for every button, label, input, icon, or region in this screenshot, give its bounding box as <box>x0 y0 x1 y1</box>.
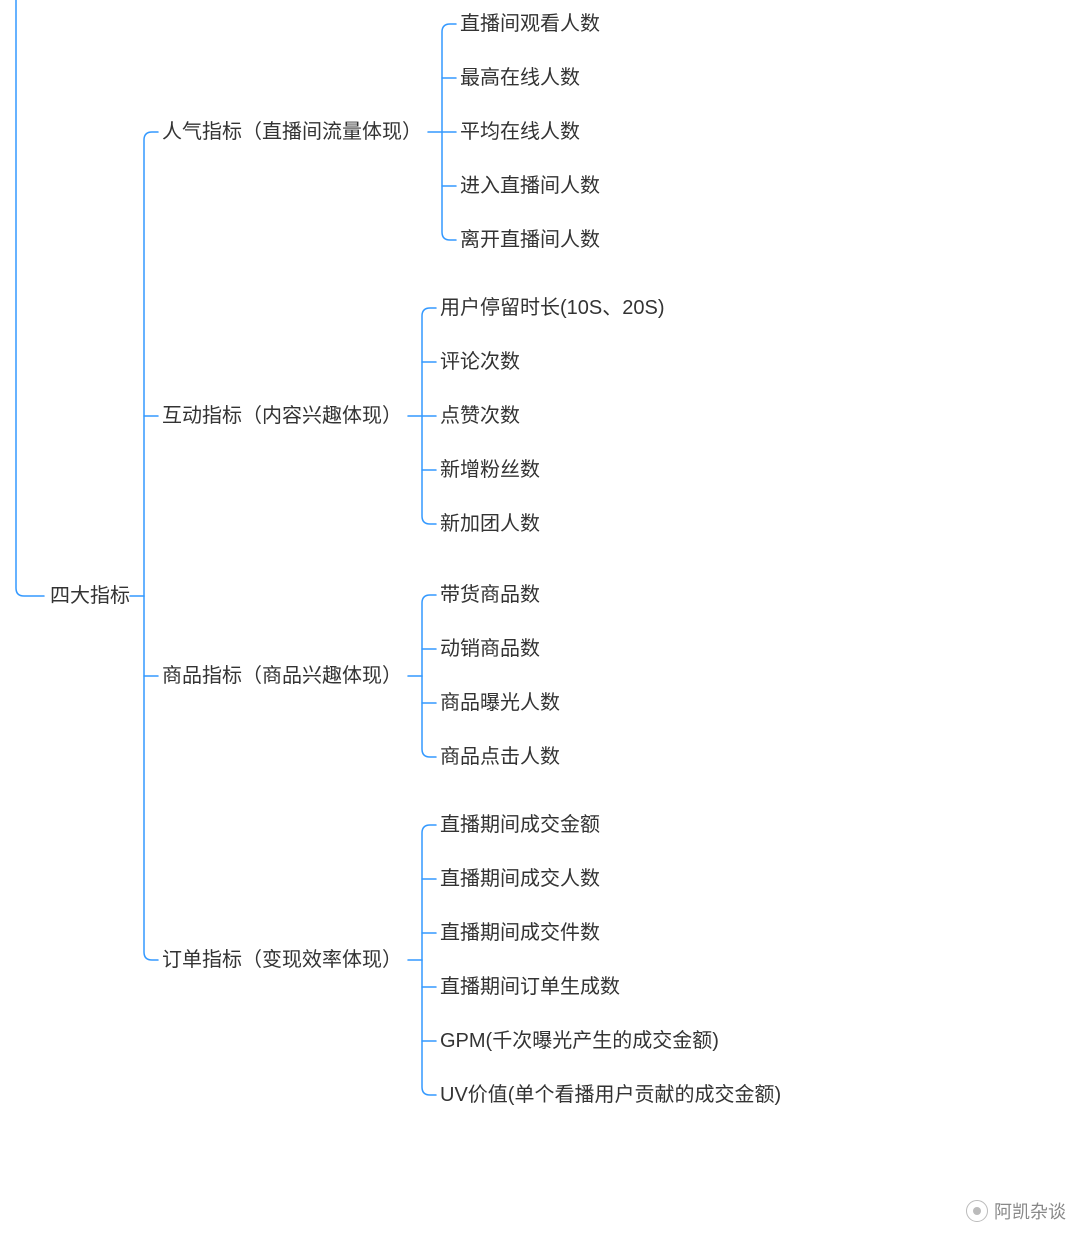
leaf-node-0-0: 直播间观看人数 <box>460 14 600 34</box>
leaf-node-2-1: 动销商品数 <box>440 639 540 659</box>
wechat-icon <box>966 1200 988 1222</box>
leaf-node-2-3: 商品点击人数 <box>440 747 560 767</box>
root-node: 四大指标 <box>50 586 130 606</box>
leaf-node-3-1: 直播期间成交人数 <box>440 869 600 889</box>
leaf-node-1-1: 评论次数 <box>440 352 520 372</box>
level1-node-2: 商品指标（商品兴趣体现） <box>162 666 402 686</box>
leaf-node-0-2: 平均在线人数 <box>460 122 580 142</box>
leaf-node-3-5: UV价值(单个看播用户贡献的成交金额) <box>440 1085 781 1105</box>
leaf-node-2-0: 带货商品数 <box>440 585 540 605</box>
level1-node-0: 人气指标（直播间流量体现） <box>162 122 422 142</box>
leaf-node-3-0: 直播期间成交金额 <box>440 815 600 835</box>
watermark-text: 阿凯杂谈 <box>994 1198 1066 1224</box>
leaf-node-0-1: 最高在线人数 <box>460 68 580 88</box>
leaf-node-0-4: 离开直播间人数 <box>460 230 600 250</box>
watermark: 阿凯杂谈 <box>966 1198 1066 1224</box>
level1-node-3: 订单指标（变现效率体现） <box>162 950 402 970</box>
tree-diagram: 四大指标 人气指标（直播间流量体现） 互动指标（内容兴趣体现） 商品指标（商品兴趣体现… <box>0 0 1086 1242</box>
leaf-node-0-3: 进入直播间人数 <box>460 176 600 196</box>
leaf-node-3-4: GPM(千次曝光产生的成交金额) <box>440 1031 719 1051</box>
level1-node-1: 互动指标（内容兴趣体现） <box>162 406 402 426</box>
leaf-node-1-2: 点赞次数 <box>440 406 520 426</box>
leaf-node-1-0: 用户停留时长(10S、20S) <box>440 298 665 318</box>
leaf-node-3-3: 直播期间订单生成数 <box>440 977 620 997</box>
leaf-node-3-2: 直播期间成交件数 <box>440 923 600 943</box>
leaf-node-2-2: 商品曝光人数 <box>440 693 560 713</box>
leaf-node-1-3: 新增粉丝数 <box>440 460 540 480</box>
leaf-node-1-4: 新加团人数 <box>440 514 540 534</box>
